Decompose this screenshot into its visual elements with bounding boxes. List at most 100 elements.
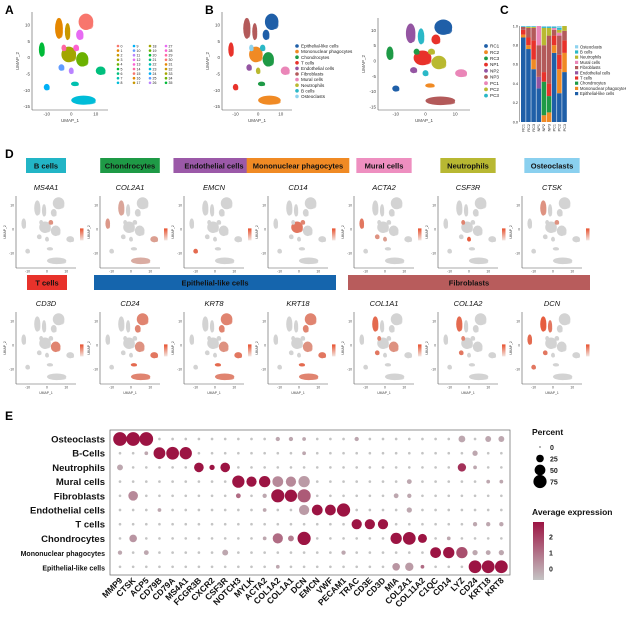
legend-label: 23	[153, 67, 157, 71]
dot	[197, 537, 201, 540]
umap-cluster-lobe	[235, 86, 239, 91]
colorbar-tick-label: 1	[549, 551, 553, 558]
dot	[473, 537, 477, 540]
umap-cluster-lobe	[472, 222, 476, 225]
umap-cluster-lobe	[467, 342, 473, 349]
legend-dot	[164, 67, 168, 71]
dot	[237, 565, 240, 569]
umap-cluster-lobe	[466, 325, 469, 333]
legend-label: Fibroblasts	[301, 72, 324, 77]
dot	[329, 551, 332, 554]
umap-cluster-lobe	[298, 354, 301, 358]
bar-segment	[526, 26, 531, 28]
dot	[447, 480, 451, 483]
umap-cluster-lobe	[443, 26, 453, 35]
umap-cluster-lobe	[268, 58, 274, 66]
dot	[407, 437, 411, 441]
bar-segment	[551, 26, 557, 28]
dot	[394, 437, 398, 441]
umap-cluster-lobe	[459, 323, 463, 331]
dot	[460, 522, 464, 526]
dot	[263, 522, 266, 526]
umap-cluster-lobe	[492, 354, 497, 359]
legend-label: Endothelial cells	[301, 66, 335, 71]
umap-cluster-lobe	[478, 260, 489, 264]
umap-cluster-lobe	[53, 328, 57, 333]
umap-cluster-lobe	[195, 250, 198, 254]
y-tick-label: 0	[518, 228, 520, 232]
celltype-header-label: Mural cells	[365, 162, 404, 171]
umap-cluster-lobe	[308, 260, 319, 264]
legend-dot	[116, 81, 120, 85]
umap-cluster-lobe	[461, 236, 464, 239]
umap-cluster-lobe	[361, 339, 365, 345]
expression-colorbar	[586, 228, 590, 241]
panel-label-b: B	[205, 3, 214, 17]
y-tick-label: 0	[373, 58, 376, 63]
dot	[500, 508, 503, 512]
y-tick-label: 0.2	[513, 101, 518, 105]
y-tick-label: 10	[10, 320, 14, 324]
x-tick-label: -10	[25, 385, 30, 389]
umap-cluster-lobe	[463, 338, 466, 341]
celltype-header-label: B cells	[34, 162, 58, 171]
dot	[494, 560, 508, 574]
x-tick-label: 10	[402, 269, 406, 273]
umap-cluster-lobe	[552, 354, 555, 358]
dot	[390, 532, 402, 545]
umap-cluster-lobe	[68, 53, 77, 62]
umap-cluster-lobe	[438, 61, 447, 69]
x-tick-label: PC1	[553, 124, 557, 131]
dot	[468, 560, 482, 574]
umap-cluster-lobe	[125, 338, 128, 341]
dot	[302, 565, 306, 569]
dot	[315, 551, 319, 554]
dot	[315, 480, 319, 483]
x-tick-label: 0	[46, 269, 48, 273]
x-tick-label: NP3	[547, 124, 551, 131]
umap-cluster-lobe	[223, 230, 229, 236]
dot	[171, 437, 174, 441]
dot	[184, 565, 188, 569]
umap-cluster-lobe	[393, 230, 399, 236]
x-axis-label: UMAP_1	[61, 118, 80, 123]
x-tick-label: -10	[43, 112, 50, 117]
legend-label: 26	[153, 81, 157, 85]
legend-dot	[484, 68, 488, 73]
umap-cluster-lobe	[238, 354, 243, 359]
y-tick-label: 5	[217, 39, 220, 44]
legend-dot	[164, 53, 168, 57]
dot	[407, 466, 411, 469]
y-tick-label: 10	[432, 204, 436, 208]
legend-label: Neutrophils	[580, 55, 601, 60]
dot	[171, 537, 174, 540]
x-tick-label: 0	[552, 385, 554, 389]
umap-cluster-lobe	[576, 238, 581, 243]
gene-name: COL1A2	[454, 299, 484, 308]
x-tick-label: 0	[46, 385, 48, 389]
dot	[329, 522, 332, 526]
gene-name: KRT8	[204, 299, 224, 308]
dot	[446, 536, 451, 541]
umap-cluster-lobe	[139, 230, 145, 236]
dot	[486, 494, 490, 498]
y-tick-label: 0	[12, 344, 14, 348]
bar-segment	[546, 112, 552, 122]
umap-cluster-lobe	[130, 238, 133, 242]
dot	[402, 532, 416, 545]
dot	[197, 508, 201, 512]
x-axis-label: UMAP_1	[207, 391, 221, 395]
legend-label: 34	[169, 77, 173, 81]
y-tick-label: 0	[217, 55, 220, 60]
bar-segment	[557, 35, 562, 55]
dot	[315, 522, 319, 526]
legend-label: 10	[137, 49, 141, 53]
legend-label: 28	[169, 49, 173, 53]
dot	[434, 565, 437, 569]
dot	[284, 489, 298, 502]
umap-cluster-lobe	[128, 325, 131, 333]
umap-cluster-lobe	[547, 222, 550, 225]
dot	[460, 537, 464, 540]
dot	[250, 437, 253, 441]
colorbar-tick-label: 2	[549, 535, 553, 542]
